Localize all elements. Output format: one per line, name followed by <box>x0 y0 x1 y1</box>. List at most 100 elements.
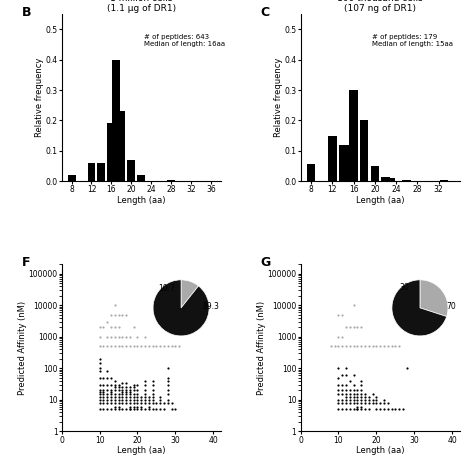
Point <box>354 324 361 331</box>
Point <box>96 368 103 375</box>
Point <box>126 399 134 407</box>
Point <box>96 324 103 331</box>
Point <box>103 374 111 382</box>
Point <box>361 406 369 413</box>
Point <box>145 343 153 350</box>
Point <box>380 399 388 407</box>
Point <box>111 403 118 410</box>
Point <box>156 406 164 413</box>
Point <box>96 365 103 372</box>
Point <box>335 381 342 389</box>
Point <box>149 399 156 407</box>
Text: G: G <box>261 256 271 269</box>
Point <box>335 343 342 350</box>
Point <box>365 343 373 350</box>
Point <box>103 396 111 404</box>
Point <box>96 387 103 394</box>
Point <box>335 391 342 398</box>
Point <box>122 388 130 396</box>
Point <box>111 391 118 398</box>
Point <box>130 391 137 398</box>
Point <box>357 343 365 350</box>
Point <box>111 311 118 319</box>
Bar <box>128 160 135 181</box>
Point <box>130 387 137 394</box>
Point <box>357 393 365 401</box>
Point <box>350 393 357 401</box>
Point <box>384 343 392 350</box>
Point <box>103 343 111 350</box>
Point <box>130 381 137 389</box>
Point <box>369 399 376 407</box>
Point <box>100 393 107 401</box>
Point <box>342 381 350 389</box>
Point <box>365 406 373 413</box>
Point <box>149 343 156 350</box>
Point <box>134 403 141 410</box>
Point <box>103 381 111 389</box>
Point <box>388 406 395 413</box>
Point <box>338 396 346 404</box>
Point <box>338 406 346 413</box>
Point <box>338 311 346 319</box>
Point <box>365 393 373 401</box>
Point <box>354 406 361 413</box>
Point <box>350 301 357 309</box>
Point <box>357 387 365 394</box>
Point <box>357 399 365 407</box>
Point <box>153 343 160 350</box>
Point <box>342 391 350 398</box>
Point <box>365 396 373 404</box>
Point <box>126 383 134 391</box>
Point <box>369 343 376 350</box>
Point <box>380 406 388 413</box>
Bar <box>371 166 379 181</box>
Point <box>107 387 115 394</box>
Y-axis label: Predicted Affinity (nM): Predicted Affinity (nM) <box>257 301 266 395</box>
Point <box>96 355 103 363</box>
Point <box>107 391 115 398</box>
Point <box>361 391 369 398</box>
Point <box>130 403 137 410</box>
Point <box>369 391 376 398</box>
Point <box>141 381 149 389</box>
Point <box>103 333 111 341</box>
Point <box>342 406 350 413</box>
Point <box>338 381 346 389</box>
Title: 100 thousand cells
(107 ng of DR1): 100 thousand cells (107 ng of DR1) <box>337 0 423 13</box>
Point <box>96 406 103 413</box>
Point <box>172 406 179 413</box>
Point <box>103 399 111 407</box>
Point <box>111 343 118 350</box>
Point <box>357 377 365 385</box>
X-axis label: Length (aa): Length (aa) <box>117 196 165 205</box>
Point <box>130 324 137 331</box>
Point <box>153 399 160 407</box>
Point <box>342 372 350 379</box>
Point <box>168 406 175 413</box>
Point <box>342 393 350 401</box>
Point <box>373 393 380 401</box>
Point <box>126 403 134 410</box>
Point <box>376 399 384 407</box>
Point <box>107 374 115 382</box>
Point <box>335 387 342 394</box>
Point <box>346 324 354 331</box>
Point <box>103 368 111 375</box>
Point <box>100 406 107 413</box>
Point <box>376 343 384 350</box>
Point <box>342 324 350 331</box>
Point <box>118 391 126 398</box>
Point <box>107 396 115 404</box>
Point <box>134 381 141 389</box>
Point <box>141 399 149 407</box>
Point <box>346 406 354 413</box>
Point <box>168 399 175 407</box>
Point <box>164 374 172 382</box>
Point <box>153 406 160 413</box>
Point <box>354 406 361 413</box>
Point <box>126 393 134 401</box>
Point <box>107 333 115 341</box>
Point <box>137 406 145 413</box>
Point <box>96 391 103 398</box>
